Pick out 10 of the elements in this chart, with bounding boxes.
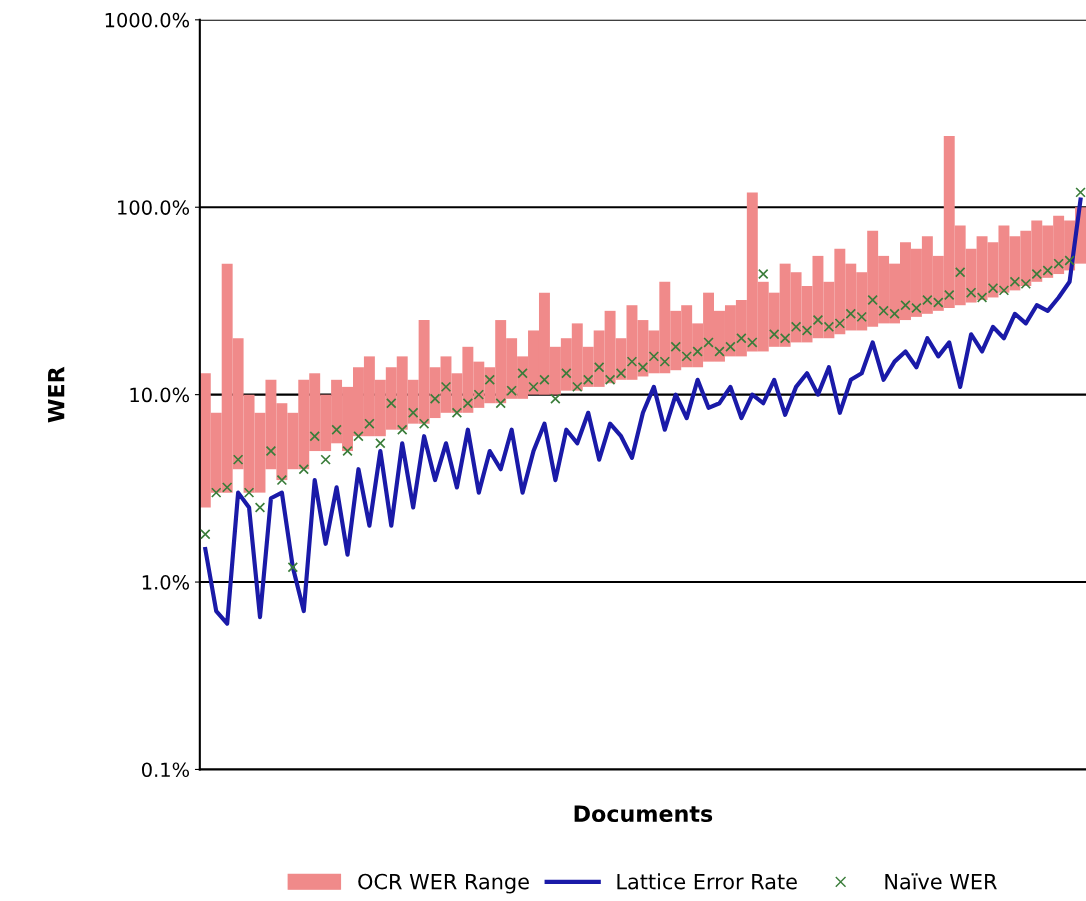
- legend-label: Lattice Error Rate: [617, 873, 797, 890]
- y-tick-label: 0.1%: [141, 762, 190, 778]
- x-axis-title: Documents: [574, 805, 713, 823]
- y-axis-title: WER: [48, 366, 65, 423]
- y-tick-label: 10.0%: [130, 387, 190, 403]
- y-tick-label: 100.0%: [118, 200, 190, 215]
- legend-label: Naïve WER: [885, 873, 997, 890]
- legend-label: OCR WER Range: [358, 873, 529, 894]
- y-tick-label: 1000.0%: [105, 12, 190, 28]
- y-tick-label: 1.0%: [142, 575, 190, 590]
